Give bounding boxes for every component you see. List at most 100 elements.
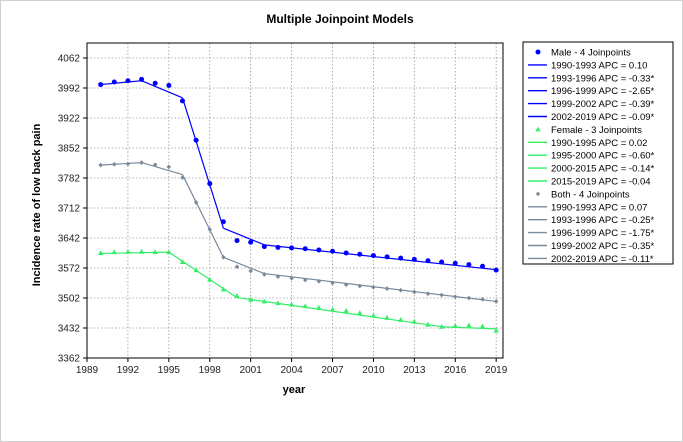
data-point-2: [329, 306, 336, 312]
data-point-3: [398, 287, 403, 293]
legend-segment-label: 1990-1993 APC = 0.07: [551, 202, 647, 213]
data-point-2: [193, 267, 199, 273]
x-tick-label: 2019: [485, 365, 508, 376]
y-tick-label: 3992: [58, 84, 81, 95]
data-point-3: [125, 161, 131, 167]
trend-segment-3: [141, 161, 183, 176]
data-point-2: [179, 259, 186, 264]
data-point-1: [384, 254, 390, 260]
data-point-2: [98, 250, 104, 255]
y-tick-label: 3362: [58, 354, 81, 365]
data-point-3: [289, 275, 294, 281]
data-point-3: [343, 282, 349, 288]
data-point-3: [412, 289, 417, 295]
data-point-1: [316, 247, 322, 253]
y-tick-label: 3642: [58, 234, 81, 245]
x-tick-label: 2016: [444, 365, 467, 376]
legend-segment-label: 2015-2019 APC = -0.04: [551, 177, 651, 188]
data-point-1: [125, 78, 131, 84]
data-point-1: [452, 260, 458, 266]
legend-segment-label: 1990-1993 APC = 0.10: [551, 60, 647, 71]
data-point-1: [439, 259, 445, 265]
y-tick-label: 3502: [58, 294, 81, 305]
data-point-3: [316, 278, 322, 284]
data-point-2: [207, 276, 213, 282]
data-point-1: [193, 137, 199, 143]
x-tick-label: 1998: [199, 365, 222, 376]
data-point-1: [398, 255, 404, 261]
data-point-3: [98, 162, 103, 168]
data-point-3: [439, 292, 444, 298]
legend-segment-label: 2002-2019 APC = -0.09*: [551, 112, 655, 123]
y-tick-label: 3852: [58, 144, 81, 155]
data-point-3: [234, 264, 240, 270]
data-point-2: [439, 323, 445, 329]
data-point-2: [493, 327, 499, 333]
trend-segment-2: [168, 251, 238, 299]
legend-segment-label: 2000-2015 APC = -0.14*: [551, 164, 655, 175]
data-point-1: [220, 219, 226, 225]
data-point-1: [234, 238, 240, 244]
trend-segment-1: [141, 80, 183, 99]
data-point-3: [166, 164, 172, 170]
trend-segment-1: [100, 80, 142, 86]
data-point-2: [220, 286, 226, 292]
data-point-3: [139, 160, 144, 165]
gridlines: [86, 43, 503, 359]
data-point-1: [248, 239, 254, 245]
x-tick-label: 2007: [321, 365, 344, 376]
legend-series-name: Female - 3 Joinpoints: [551, 125, 642, 136]
data-point-1: [207, 181, 213, 187]
data-point-1: [139, 76, 145, 82]
x-tick-label: 2001: [240, 365, 263, 376]
chart-title: Multiple Joinpoint Models: [266, 12, 414, 26]
trend-segment-2: [100, 251, 169, 255]
data-point-2: [425, 321, 431, 327]
data-point-1: [111, 79, 117, 85]
data-point-2: [275, 300, 281, 306]
data-point-1: [493, 267, 499, 273]
legend-segment-label: 1993-1996 APC = -0.25*: [551, 215, 655, 226]
data-point-1: [480, 263, 486, 269]
trend-segment-1: [223, 227, 265, 246]
data-point-3: [303, 277, 308, 283]
legend-marker-3: [535, 191, 541, 197]
trend-segment-1: [264, 244, 497, 271]
y-tick-label: 3782: [58, 174, 81, 185]
legend-marker-1: [535, 49, 541, 55]
trend-segment-2: [441, 326, 497, 330]
data-point-1: [411, 256, 417, 262]
data-point-3: [152, 162, 158, 168]
data-point-3: [180, 175, 185, 180]
legend-segment-label: 1999-2002 APC = -0.39*: [551, 99, 655, 110]
data-point-3: [453, 294, 458, 300]
y-tick-label: 3712: [58, 204, 81, 215]
observed-points: [98, 76, 499, 333]
data-point-3: [262, 272, 267, 277]
data-point-2: [370, 312, 377, 318]
data-point-3: [493, 299, 499, 304]
data-point-2: [261, 298, 267, 304]
y-axis-label: Incidence rate of low back pain: [31, 123, 43, 286]
x-tick-label: 2004: [280, 365, 303, 376]
plot-area-border: [86, 42, 504, 359]
data-point-3: [480, 296, 485, 302]
data-point-1: [261, 244, 267, 250]
data-point-2: [234, 293, 240, 298]
data-point-3: [193, 200, 199, 205]
legend-segment-label: 1995-2000 APC = -0.60*: [551, 151, 655, 162]
x-tick-label: 2010: [362, 365, 385, 376]
y-tick-label: 3432: [58, 324, 81, 335]
data-point-2: [316, 305, 322, 310]
data-point-1: [343, 250, 349, 256]
trend-segment-3: [223, 256, 265, 275]
data-point-2: [343, 308, 349, 313]
data-point-3: [384, 286, 390, 291]
data-point-1: [466, 262, 472, 268]
legend-series-name: Both - 4 Joinpoints: [551, 189, 630, 200]
legend-marker-2: [535, 126, 541, 132]
data-point-2: [411, 318, 417, 324]
x-tick-label: 1989: [76, 365, 99, 376]
